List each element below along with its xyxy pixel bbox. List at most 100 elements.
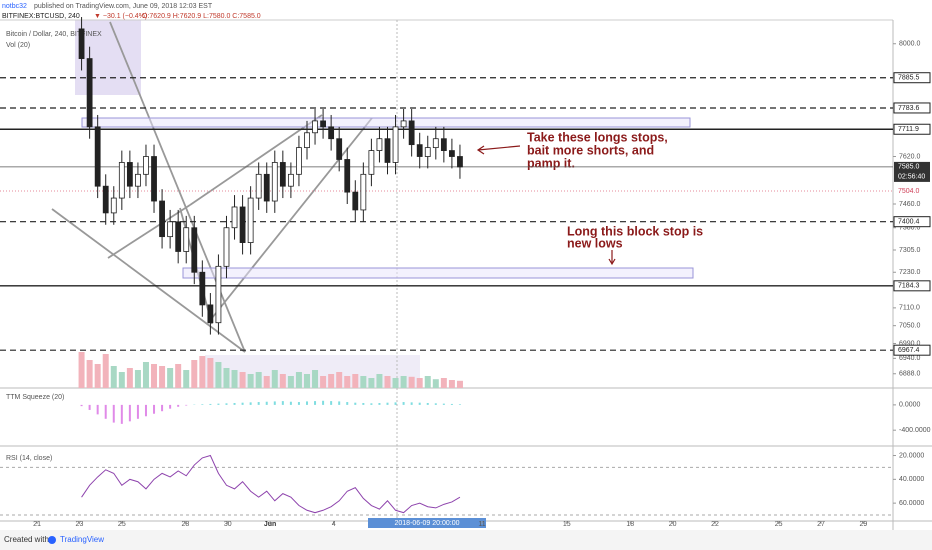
candle-body xyxy=(328,126,335,140)
volume-bar xyxy=(102,354,109,388)
footer: Created with xyxy=(4,535,49,544)
x-tick-label: 25 xyxy=(775,521,783,528)
volume-bar xyxy=(151,364,158,388)
volume-bar xyxy=(215,362,222,388)
annotation: Take these longs stops, xyxy=(527,130,668,144)
candle-body xyxy=(159,200,165,238)
volume-bar xyxy=(255,372,262,388)
y-tick-label: 20.0000 xyxy=(899,452,924,459)
volume-bar xyxy=(159,366,166,388)
footer-bar xyxy=(0,530,932,550)
candle-body xyxy=(408,120,415,146)
volume-bar xyxy=(287,376,294,388)
candle-body xyxy=(94,126,101,187)
volume-bar xyxy=(207,358,214,388)
y-tick-label: 6990.0 xyxy=(899,340,921,347)
volume-bar xyxy=(408,376,415,388)
x-tick-label: 28 xyxy=(181,521,189,528)
candle-body xyxy=(255,173,262,199)
candle-body xyxy=(199,271,206,306)
candle-body xyxy=(271,162,278,202)
candle-body xyxy=(296,147,302,175)
candle-body xyxy=(400,120,407,128)
logo xyxy=(48,536,56,544)
candle-body xyxy=(440,138,447,151)
candle-body xyxy=(215,265,222,324)
y-tick-label: 7230.0 xyxy=(899,269,921,276)
candle-body xyxy=(312,120,318,134)
volume-bar xyxy=(456,380,463,388)
candle-body xyxy=(191,227,198,273)
candle-body xyxy=(126,162,133,187)
x-tick-label: 11 xyxy=(478,521,485,528)
candle-body xyxy=(151,156,157,202)
x-tick-label: 4 xyxy=(332,521,336,528)
volume-bar xyxy=(336,372,343,388)
annotation: new lows xyxy=(567,236,623,250)
level-box xyxy=(893,280,931,292)
legend-title: Bitcoin / Dollar, 240, BITFINEX xyxy=(6,31,102,38)
candle-body xyxy=(167,221,174,238)
countdown: 02:56:40 xyxy=(898,174,925,181)
last-label: 7585.0 xyxy=(898,164,920,171)
candle-body xyxy=(231,206,238,229)
candle-body xyxy=(102,185,109,214)
y-tick-label: 8000.0 xyxy=(899,41,921,48)
published: published on TradingView.com, June 09, 2… xyxy=(34,3,213,10)
volume-bar xyxy=(392,378,399,388)
candle-body xyxy=(432,138,439,149)
volume-bar xyxy=(118,372,125,388)
level-label: 7184.3 xyxy=(898,283,920,290)
pane-title: TTM Squeeze (20) xyxy=(6,394,64,401)
legend-volume: Vol (20) xyxy=(6,42,30,49)
x-tick-label: 27 xyxy=(817,521,825,528)
volume-bar xyxy=(440,378,447,388)
candle-body xyxy=(416,144,423,157)
block xyxy=(81,117,691,128)
annotation: Long this block stop is xyxy=(567,224,703,238)
volume-bar xyxy=(320,376,327,388)
volume-bar xyxy=(376,374,383,388)
candle-body xyxy=(320,120,326,128)
y-tick-label: -400.0000 xyxy=(899,427,931,434)
change: ▼ −30.1 (−0.4%) xyxy=(94,13,147,20)
y-tick-label: 6940.0 xyxy=(899,355,921,362)
candle-body xyxy=(247,197,254,243)
symbol: BITFINEX:BTCUSD, 240 xyxy=(2,13,80,20)
volume-bar xyxy=(312,370,319,388)
y-tick-label: 40.0000 xyxy=(899,476,924,483)
candle-body xyxy=(384,138,391,163)
y-tick-label: 60.0000 xyxy=(899,500,924,507)
author: notbc32 xyxy=(2,3,27,10)
last-box xyxy=(894,161,930,182)
y-tick-label: 7380.0 xyxy=(899,225,921,232)
rsi-pane xyxy=(0,448,893,521)
y-tick-label: 7110.0 xyxy=(899,305,920,312)
volume-bar xyxy=(360,376,367,388)
candle-body xyxy=(376,138,383,151)
y-tick-label: 7460.0 xyxy=(899,201,921,208)
volume-bar xyxy=(191,360,198,388)
candle-body xyxy=(175,221,182,252)
highlight xyxy=(75,20,141,95)
ohlc: O:7620.9 H:7620.9 L:7580.0 C:7585.0 xyxy=(142,13,261,20)
volume-bar xyxy=(295,372,302,388)
level-label: 7885.5 xyxy=(898,75,920,82)
volume-bar xyxy=(328,374,335,388)
candle-body xyxy=(223,227,230,267)
candle-body xyxy=(360,173,367,211)
level-label: 7783.6 xyxy=(898,105,920,112)
candle-body xyxy=(110,197,117,214)
marker-label: 7504.0 xyxy=(898,188,920,195)
arrows xyxy=(476,145,616,266)
volume-bar xyxy=(175,364,182,388)
volume-bar xyxy=(303,374,310,388)
candle-body xyxy=(352,191,359,211)
volume-bar xyxy=(94,364,101,388)
candle-body xyxy=(207,304,214,324)
x-tick-label: 23 xyxy=(76,521,84,528)
drawings xyxy=(51,21,373,353)
x-tick-label: 15 xyxy=(563,521,571,528)
volume-bar xyxy=(271,370,278,388)
volume-bar xyxy=(263,376,270,388)
